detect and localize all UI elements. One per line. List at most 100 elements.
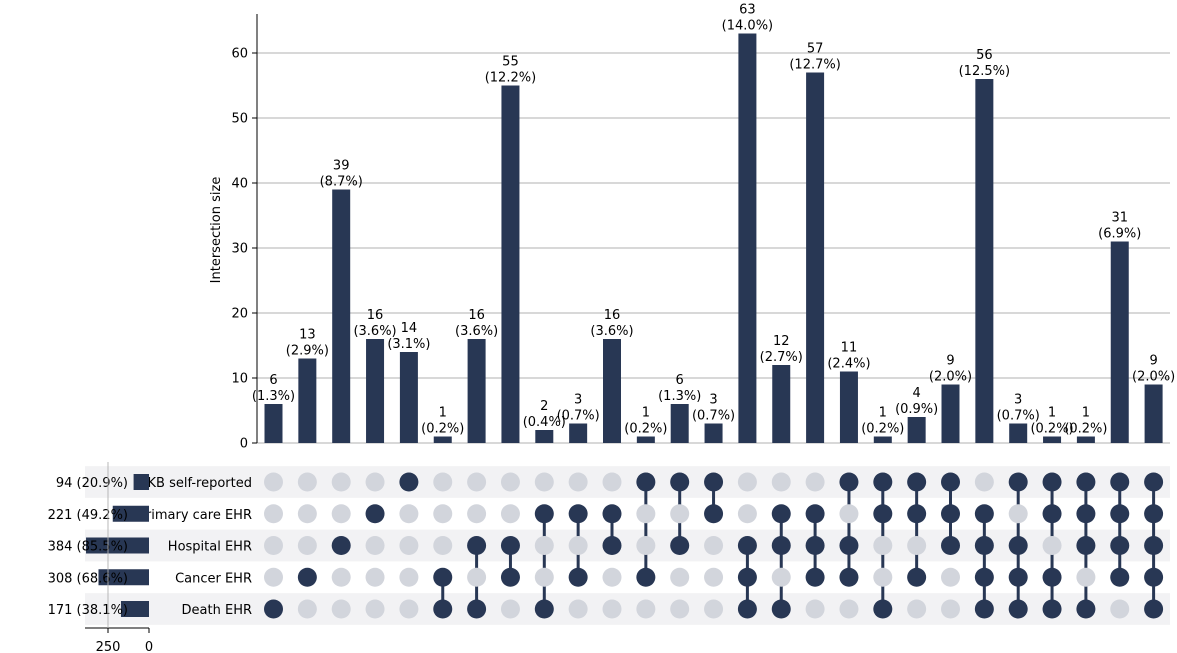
- matrix-dot-active: [771, 536, 791, 555]
- bar-value-label: 63: [739, 3, 756, 18]
- matrix-dot-active: [1008, 472, 1028, 492]
- bar: [806, 72, 825, 443]
- bar-value-label: 9: [1149, 354, 1157, 369]
- matrix-dot-active: [974, 567, 994, 587]
- matrix-dot-active: [568, 567, 588, 587]
- bar: [569, 423, 588, 443]
- matrix-dot-inactive: [500, 504, 520, 524]
- bar-percent-label: (0.2%): [1030, 422, 1073, 437]
- matrix-dot-active: [534, 504, 554, 524]
- bar-percent-label: (3.1%): [387, 337, 430, 352]
- bar-value-label: 1: [439, 406, 447, 421]
- matrix-dot-active: [500, 567, 520, 587]
- matrix-dot-inactive: [568, 599, 588, 619]
- matrix-dot-inactive: [399, 599, 419, 619]
- bar: [332, 189, 351, 443]
- bar-percent-label: (12.5%): [959, 64, 1010, 79]
- bar-value-label: 1: [879, 406, 887, 421]
- bar-percent-label: (8.7%): [320, 175, 363, 190]
- matrix-dot-inactive: [433, 504, 453, 524]
- matrix-dot-active: [1076, 536, 1096, 555]
- bar: [975, 79, 994, 443]
- bar-percent-label: (3.6%): [353, 324, 396, 339]
- bar: [366, 339, 385, 443]
- set-size-bar: [133, 474, 149, 490]
- matrix-dot-active: [704, 504, 724, 524]
- set-size-label: 171 (38.1%): [48, 603, 128, 618]
- bar-value-label: 11: [841, 341, 858, 356]
- bar: [603, 339, 621, 443]
- matrix-dot-inactive: [907, 599, 927, 619]
- matrix-dot-inactive: [805, 599, 825, 619]
- bar: [298, 358, 317, 443]
- matrix-dot-inactive: [907, 536, 927, 555]
- matrix-dot-inactive: [264, 536, 283, 555]
- matrix-dot-active: [839, 536, 859, 555]
- bar-percent-label: (2.7%): [760, 350, 803, 365]
- matrix-dot-active: [1042, 504, 1062, 524]
- bar-value-label: 6: [269, 373, 277, 388]
- set-label: UKB self-reported: [138, 476, 252, 491]
- bar: [467, 339, 486, 443]
- bar-value-label: 3: [1014, 393, 1022, 408]
- matrix-dot-active: [873, 599, 893, 619]
- matrix-dot-active: [839, 472, 859, 492]
- matrix-dot-inactive: [670, 567, 690, 587]
- bar-percent-label: (0.7%): [997, 409, 1040, 424]
- matrix-dot-inactive: [704, 567, 724, 587]
- matrix-dot-inactive: [1008, 504, 1028, 524]
- bar: [907, 417, 926, 443]
- bar-percent-label: (2.4%): [827, 357, 870, 372]
- matrix-dot-active: [1144, 599, 1164, 619]
- set-size-bar: [120, 601, 149, 617]
- bar: [670, 404, 689, 443]
- bar-value-label: 13: [299, 328, 316, 343]
- matrix-dot-active: [771, 504, 791, 524]
- matrix-dot-inactive: [264, 567, 283, 587]
- matrix-dot-inactive: [399, 504, 419, 524]
- matrix-dot-active: [737, 536, 757, 555]
- bar-value-label: 16: [468, 308, 485, 323]
- y-tick-label: 60: [231, 47, 248, 62]
- bar-value-label: 16: [367, 308, 384, 323]
- matrix-dot-active: [737, 567, 757, 587]
- matrix-dot-active: [467, 536, 487, 555]
- matrix-dot-inactive: [568, 536, 588, 555]
- y-tick-label: 50: [231, 112, 248, 127]
- matrix-dot-active: [771, 599, 791, 619]
- bar: [738, 33, 757, 443]
- matrix-dot-inactive: [433, 536, 453, 555]
- bar: [772, 365, 791, 443]
- matrix-dot-active: [1076, 504, 1096, 524]
- matrix-dot-inactive: [467, 472, 487, 492]
- matrix-dot-active: [907, 472, 927, 492]
- bar: [704, 423, 723, 443]
- matrix-dot-inactive: [399, 567, 419, 587]
- matrix-dot-active: [974, 599, 994, 619]
- bar: [1110, 241, 1129, 443]
- matrix-dot-inactive: [534, 567, 554, 587]
- set-label: Cancer EHR: [175, 571, 252, 586]
- bar: [433, 436, 452, 443]
- bar-percent-label: (0.7%): [557, 409, 600, 424]
- matrix-dot-inactive: [670, 504, 690, 524]
- bar-value-label: 4: [913, 386, 921, 401]
- matrix-dot-active: [941, 504, 960, 524]
- matrix-dot-inactive: [941, 567, 960, 587]
- matrix-dot-active: [433, 567, 453, 587]
- matrix-dot-inactive: [1076, 567, 1096, 587]
- matrix-dot-inactive: [805, 472, 825, 492]
- bar-percent-label: (0.2%): [1064, 422, 1107, 437]
- matrix-dot-active: [1144, 536, 1164, 555]
- matrix-dot-active: [737, 599, 757, 619]
- y-tick-label: 30: [231, 242, 248, 257]
- matrix-dot-inactive: [670, 599, 690, 619]
- set-size-axis: 250 0: [85, 462, 153, 653]
- set-size-label: 94 (20.9%): [56, 476, 128, 491]
- set-size-bar: [86, 537, 149, 554]
- matrix-dot-inactive: [873, 536, 893, 555]
- set-size-bar: [112, 505, 149, 522]
- bar-value-label: 14: [401, 321, 418, 336]
- intersection-bars: 6(1.3%)13(2.9%)39(8.7%)16(3.6%) 14(3.1%)1…: [252, 3, 1175, 443]
- matrix-dot-active: [670, 536, 690, 555]
